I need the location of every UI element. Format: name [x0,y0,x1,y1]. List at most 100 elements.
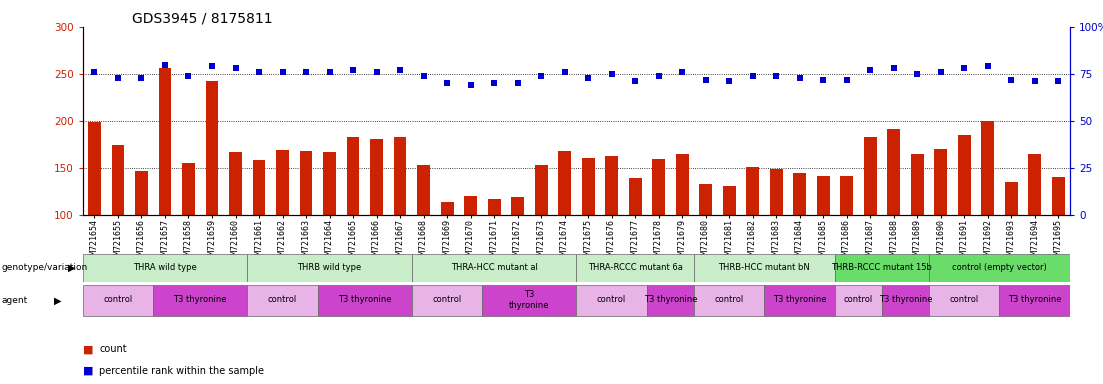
Point [109,74,127,81]
Bar [581,158,595,215]
Bar [676,154,688,215]
Bar [934,149,947,215]
Text: count: count [99,344,127,354]
Text: T3 thyronine: T3 thyronine [879,295,932,305]
Text: control: control [597,295,627,305]
Point [1026,78,1043,84]
Bar [629,178,642,215]
Bar [840,177,853,215]
Bar [699,184,713,215]
Bar [182,163,195,215]
Bar [159,68,171,215]
Bar [764,285,835,316]
Text: T3 thyronine: T3 thyronine [173,295,227,305]
Bar [558,151,571,215]
Point [908,71,925,77]
Bar [300,151,312,215]
Bar [982,121,994,215]
Text: ■: ■ [83,366,94,376]
Bar [88,122,101,215]
Text: percentile rank within the sample: percentile rank within the sample [99,366,265,376]
Bar [793,173,806,215]
Text: THRB-RCCC mutant 15b: THRB-RCCC mutant 15b [832,263,932,272]
Text: T3 thyronine: T3 thyronine [338,295,392,305]
Bar [318,285,411,316]
Point [367,69,385,75]
Bar [694,254,835,282]
Bar [576,285,646,316]
Point [650,73,667,79]
Point [1003,76,1020,83]
Text: control: control [104,295,132,305]
Bar [835,254,929,282]
Text: control: control [432,295,462,305]
Bar [1028,154,1041,215]
Bar [864,137,877,215]
Bar [511,197,524,215]
Bar [247,285,318,316]
Text: control (empty vector): control (empty vector) [952,263,1047,272]
Bar [722,186,736,215]
Text: THRA wild type: THRA wild type [133,263,196,272]
Text: control: control [268,295,297,305]
Point [462,82,480,88]
Bar [576,254,694,282]
Bar [488,199,501,215]
Point [321,69,339,75]
Point [814,76,832,83]
Bar [1051,177,1064,215]
Bar [929,254,1070,282]
Point [838,76,856,83]
Text: control: control [844,295,872,305]
Bar [323,152,336,215]
Bar [887,129,900,215]
Bar [83,285,153,316]
Bar [957,135,971,215]
Point [250,69,268,75]
Bar [652,159,665,215]
Text: T3 thyronine: T3 thyronine [773,295,826,305]
Bar [394,137,407,215]
Point [978,63,996,70]
Text: ▶: ▶ [54,295,62,306]
Point [344,67,362,73]
Bar [135,171,148,215]
Bar [999,285,1070,316]
Text: ■: ■ [83,344,94,354]
Bar [770,169,782,215]
Point [227,65,245,71]
Point [791,74,808,81]
Point [297,69,314,75]
Point [203,63,221,70]
Point [602,71,620,77]
Point [485,80,503,86]
Bar [606,156,618,215]
Bar [83,254,247,282]
Bar [417,165,430,215]
Point [697,76,715,83]
Bar [694,285,764,316]
Bar [535,165,547,215]
Bar [882,285,929,316]
Point [720,78,738,84]
Point [157,61,174,68]
Bar [911,154,923,215]
Bar [440,202,453,215]
Bar [646,285,694,316]
Point [132,74,150,81]
Bar [1005,182,1018,215]
Text: ▶: ▶ [67,263,75,273]
Point [861,67,879,73]
Text: GDS3945 / 8175811: GDS3945 / 8175811 [132,12,272,25]
Point [415,73,432,79]
Point [673,69,690,75]
Point [556,69,574,75]
Bar [411,254,576,282]
Text: T3 thyronine: T3 thyronine [643,295,697,305]
Point [627,78,644,84]
Bar [346,137,360,215]
Point [274,69,291,75]
Point [743,73,761,79]
Point [768,73,785,79]
Point [1049,78,1067,84]
